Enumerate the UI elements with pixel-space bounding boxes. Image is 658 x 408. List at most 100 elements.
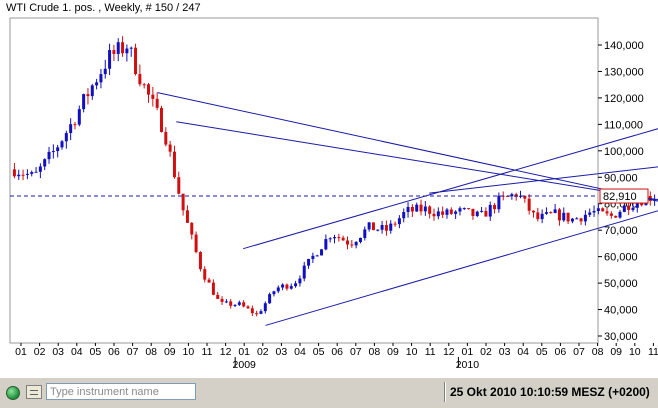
candle-body <box>134 47 138 75</box>
candle-body <box>363 229 367 238</box>
candle-body <box>103 68 107 75</box>
x-tick-label: 02 <box>34 346 46 358</box>
candle-body <box>246 306 250 309</box>
candle-body <box>406 206 410 213</box>
chart-window[interactable]: WTI Crude 1. pos. , Weekly, # 150 / 247 … <box>0 0 658 378</box>
candle-body <box>320 249 324 256</box>
x-tick-label: 12 <box>443 346 455 358</box>
last-price-box: 82,910 <box>599 188 649 204</box>
candle-body <box>64 133 68 142</box>
x-tick-label: 10 <box>183 346 195 358</box>
candle-body <box>358 237 362 243</box>
trendline-channel-support[interactable] <box>265 204 658 326</box>
candle-body <box>121 42 125 54</box>
x-tick-label: 08 <box>145 346 157 358</box>
trendline-resistance-upper[interactable] <box>157 92 658 207</box>
status-bar: 25 Okt 2010 10:10:59 MESZ (+0200) <box>0 377 658 408</box>
candle-body <box>116 42 120 54</box>
instrument-list-icon[interactable] <box>26 385 42 399</box>
x-tick-label: 06 <box>555 346 567 358</box>
candle-body <box>337 237 341 239</box>
x-tick-label: 05 <box>313 346 325 358</box>
candle-body <box>77 109 81 125</box>
candle-body <box>155 98 159 108</box>
candle-body <box>640 202 644 206</box>
candle-body <box>514 194 518 197</box>
x-tick-label: 01 <box>238 346 250 358</box>
candle-body <box>609 213 613 216</box>
candle-body <box>30 172 34 174</box>
trendline-channel-upper[interactable] <box>243 122 658 250</box>
candle-body <box>419 204 423 212</box>
candle-body <box>164 131 168 145</box>
x-tick-label: 06 <box>108 346 120 358</box>
trendlines[interactable] <box>157 92 658 326</box>
x-tick-label: 03 <box>52 346 64 358</box>
x-tick-label: 09 <box>387 346 399 358</box>
candle-body <box>549 212 553 214</box>
x-tick-label: 05 <box>90 346 102 358</box>
candle-body <box>531 210 535 213</box>
candle-body <box>307 258 311 266</box>
x-year-label: 2009 <box>233 359 257 371</box>
price-chart[interactable]: 140,000 130,000 120,000 110,000 100,000 90,00… <box>0 0 658 377</box>
candle-body <box>523 195 527 199</box>
candle-body <box>436 211 440 217</box>
plot-area-frame <box>9 17 599 344</box>
candle-body <box>583 214 587 222</box>
candle-body <box>579 218 583 222</box>
candle-body <box>341 237 345 241</box>
x-tick-label: 05 <box>536 346 548 358</box>
connection-status-icon[interactable] <box>6 386 20 400</box>
candle-body <box>423 206 427 212</box>
candle-body <box>324 239 328 250</box>
y-tick-label: 140,000 <box>604 40 644 52</box>
candle-body <box>605 211 609 214</box>
candle-body <box>302 265 306 279</box>
candle-body <box>242 302 246 307</box>
x-tick-label: 11 <box>648 346 658 358</box>
candle-body <box>47 151 51 160</box>
candle-body <box>402 212 406 219</box>
instrument-search-input[interactable] <box>46 383 196 400</box>
candle-body <box>190 222 194 235</box>
candle-body <box>454 211 458 214</box>
trendline-resistance-lower[interactable] <box>176 121 658 204</box>
candle-body <box>493 204 497 210</box>
x-tick-label: 07 <box>350 346 362 358</box>
candle-body <box>142 84 146 86</box>
candle-body <box>627 205 631 210</box>
candle-body <box>575 218 579 220</box>
x-tick-label: 03 <box>499 346 511 358</box>
candle-body <box>497 195 501 210</box>
candle-body <box>333 237 337 239</box>
candle-body <box>272 291 276 295</box>
candle-body <box>588 212 592 215</box>
candle-body <box>198 252 202 270</box>
y-tick-label: 120,000 <box>604 93 644 105</box>
last-price-label: 82,910 <box>603 191 637 203</box>
trendline-upper-ray[interactable] <box>429 164 658 194</box>
candle-body <box>21 174 25 176</box>
y-tick-label: 70,000 <box>604 225 638 237</box>
candle-body <box>389 223 393 231</box>
candle-body <box>159 107 163 132</box>
candle-body <box>112 50 116 54</box>
candle-body <box>618 211 622 218</box>
x-tick-label: 12 <box>220 346 232 358</box>
x-tick-label: 11 <box>425 346 436 358</box>
candle-body <box>445 209 449 215</box>
candle-body <box>73 124 77 126</box>
candle-body <box>471 208 475 216</box>
candle-body <box>211 282 215 295</box>
x-tick-label: 04 <box>294 346 306 358</box>
x-tick-label: 10 <box>406 346 418 358</box>
status-datetime: 25 Okt 2010 10:10:59 MESZ (+0200) <box>450 385 650 399</box>
candle-body <box>181 193 185 211</box>
x-axis: 01 02 03 04 05 06 07 08 09 10 11 12 01 02 03 04 05 06 07 08… <box>15 343 658 371</box>
y-tick-label: 40,000 <box>604 305 638 317</box>
candle-body <box>566 212 570 222</box>
candle-body <box>17 174 21 177</box>
candle-body <box>263 303 267 312</box>
x-tick-label: 09 <box>610 346 622 358</box>
